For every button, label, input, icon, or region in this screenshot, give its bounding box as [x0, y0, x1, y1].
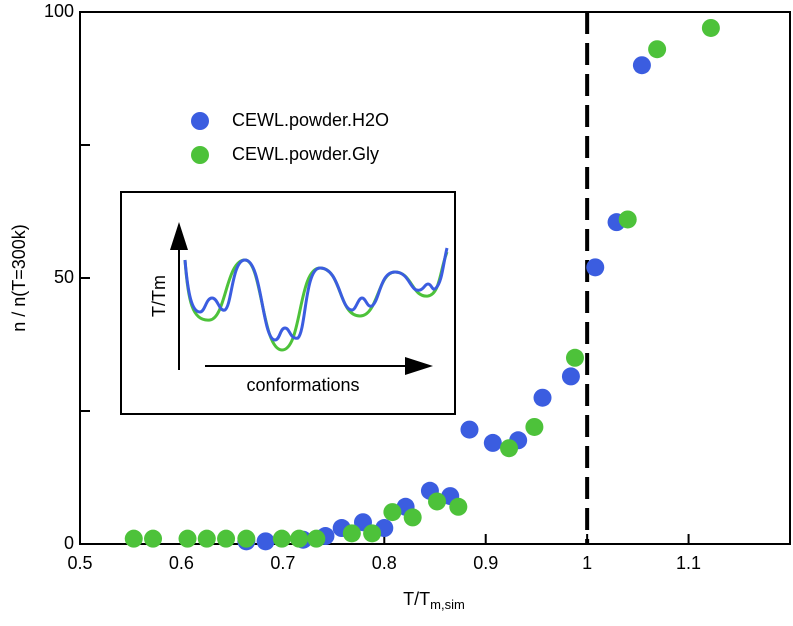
data-point — [449, 497, 468, 516]
legend-label: CEWL.powder.H2O — [232, 110, 389, 130]
data-point — [383, 503, 402, 522]
x-tick-label: 0.7 — [270, 553, 295, 573]
data-point — [178, 529, 197, 548]
y-axis-label: n / n(T=300k) — [9, 224, 29, 332]
inset-y-arrowhead — [170, 222, 188, 250]
y-tick-label: 50 — [54, 267, 74, 287]
data-point — [217, 529, 236, 548]
data-point — [428, 492, 447, 511]
data-point — [342, 524, 361, 543]
x-tick-label: 0.9 — [473, 553, 498, 573]
data-point — [144, 529, 163, 548]
data-point — [363, 524, 382, 543]
data-point — [525, 417, 544, 436]
legend-marker — [191, 112, 209, 130]
legend-marker — [191, 146, 209, 164]
x-tick-label: 1.1 — [676, 553, 701, 573]
y-tick-label: 100 — [44, 1, 74, 21]
data-point — [460, 420, 479, 439]
x-axis-label-main: T/T — [403, 589, 430, 609]
data-point — [307, 529, 326, 548]
inset-frame — [120, 191, 456, 415]
data-point — [533, 388, 552, 407]
legend-label: CEWL.powder.Gly — [232, 144, 379, 164]
x-tick-label: 0.6 — [169, 553, 194, 573]
x-axis-label-sub: m,sim — [430, 597, 465, 612]
x-axis-label: T/Tm,sim — [403, 589, 465, 613]
data-point — [565, 348, 584, 367]
x-tick-label: 1 — [582, 553, 592, 573]
inset: T/Tm conformations — [120, 191, 456, 415]
data-point — [403, 508, 422, 527]
data-point — [648, 40, 667, 59]
data-point — [124, 529, 143, 548]
data-point — [500, 439, 519, 458]
inset-x-label: conformations — [246, 375, 359, 395]
data-point — [561, 367, 580, 386]
inset-curve-h2o — [183, 247, 449, 342]
data-point — [632, 56, 651, 75]
inset-y-label: T/Tm — [149, 275, 169, 317]
data-point — [701, 18, 720, 37]
inset-x-arrowhead — [405, 357, 433, 375]
data-point — [272, 529, 291, 548]
x-tick-label: 0.8 — [372, 553, 397, 573]
data-point — [197, 529, 216, 548]
data-point — [256, 532, 275, 551]
x-tick-label: 0.5 — [67, 553, 92, 573]
data-point — [618, 210, 637, 229]
data-point — [237, 529, 256, 548]
data-point — [586, 258, 605, 277]
y-tick-label: 0 — [64, 533, 74, 553]
data-point — [290, 529, 309, 548]
data-point — [483, 433, 502, 452]
